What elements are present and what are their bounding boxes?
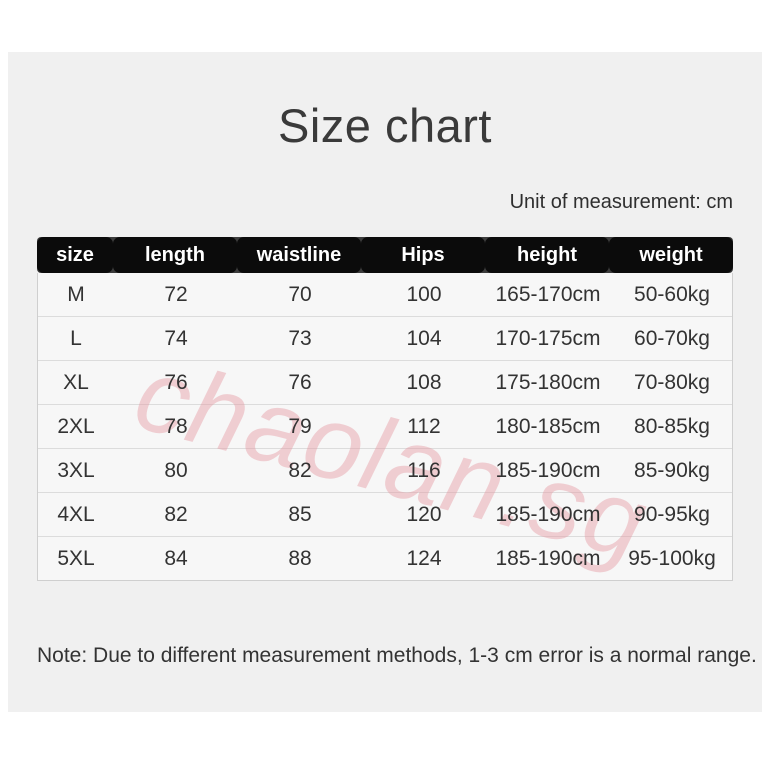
cell-length: 82: [164, 503, 188, 526]
cell-weight: 50-60kg: [634, 283, 710, 306]
cell-size: L: [70, 327, 82, 350]
cell-weight: 90-95kg: [634, 503, 710, 526]
note-text: Note: Due to different measurement metho…: [37, 644, 757, 667]
table-row-2xl: 2XL 78 79 112 180-185cm 80-85kg: [38, 405, 732, 449]
cell-hips: 120: [406, 503, 442, 526]
cell-waistline: 85: [288, 503, 312, 526]
size-table: size length waistline Hips height weight…: [37, 237, 733, 581]
cell-length: 84: [164, 547, 188, 570]
cell-length: 78: [164, 415, 188, 438]
size-table-header-row: size length waistline Hips height weight: [37, 237, 733, 273]
unit-of-measurement-label: Unit of measurement: cm: [509, 191, 733, 213]
cell-waistline: 79: [288, 415, 312, 438]
column-header-size: size: [37, 237, 113, 273]
table-row-xl: XL 76 76 108 175-180cm 70-80kg: [38, 361, 732, 405]
cell-hips: 116: [407, 459, 441, 482]
cell-waistline: 73: [288, 327, 312, 350]
cell-hips: 112: [407, 415, 441, 438]
cell-length: 74: [164, 327, 188, 350]
cell-hips: 104: [406, 327, 442, 350]
cell-waistline: 70: [288, 283, 312, 306]
cell-length: 76: [164, 371, 188, 394]
table-row-4xl: 4XL 82 85 120 185-190cm 90-95kg: [38, 493, 732, 537]
column-header-hips: Hips: [361, 237, 485, 273]
cell-size: 2XL: [57, 415, 95, 438]
cell-weight: 70-80kg: [634, 371, 710, 394]
size-chart-panel: Size chart Unit of measurement: cm size …: [8, 52, 762, 712]
cell-size: M: [67, 283, 85, 306]
table-row-m: M 72 70 100 165-170cm 50-60kg: [38, 273, 732, 317]
cell-height: 165-170cm: [495, 283, 601, 306]
cell-height: 185-190cm: [495, 503, 601, 526]
cell-height: 185-190cm: [495, 459, 601, 482]
cell-height: 170-175cm: [495, 327, 601, 350]
cell-weight: 80-85kg: [634, 415, 710, 438]
cell-size: 4XL: [57, 503, 95, 526]
size-table-body: M 72 70 100 165-170cm 50-60kg L 74 73 10…: [37, 273, 733, 581]
table-row-l: L 74 73 104 170-175cm 60-70kg: [38, 317, 732, 361]
cell-length: 80: [164, 459, 188, 482]
cell-weight: 85-90kg: [634, 459, 710, 482]
cell-hips: 100: [406, 283, 442, 306]
cell-size: 3XL: [57, 459, 95, 482]
table-row-3xl: 3XL 80 82 116 185-190cm 85-90kg: [38, 449, 732, 493]
cell-weight: 60-70kg: [634, 327, 710, 350]
page-title: Size chart: [278, 99, 492, 152]
cell-waistline: 82: [288, 459, 312, 482]
cell-weight: 95-100kg: [628, 547, 716, 570]
cell-hips: 124: [406, 547, 442, 570]
cell-size: XL: [63, 371, 89, 394]
cell-waistline: 88: [288, 547, 312, 570]
cell-size: 5XL: [57, 547, 95, 570]
cell-hips: 108: [406, 371, 442, 394]
column-header-weight: weight: [609, 237, 733, 273]
column-header-waistline: waistline: [237, 237, 361, 273]
column-header-length: length: [113, 237, 237, 273]
cell-length: 72: [164, 283, 188, 306]
table-row-5xl: 5XL 84 88 124 185-190cm 95-100kg: [38, 537, 732, 580]
cell-height: 180-185cm: [495, 415, 601, 438]
cell-height: 185-190cm: [495, 547, 601, 570]
column-header-height: height: [485, 237, 609, 273]
cell-height: 175-180cm: [495, 371, 601, 394]
cell-waistline: 76: [288, 371, 312, 394]
